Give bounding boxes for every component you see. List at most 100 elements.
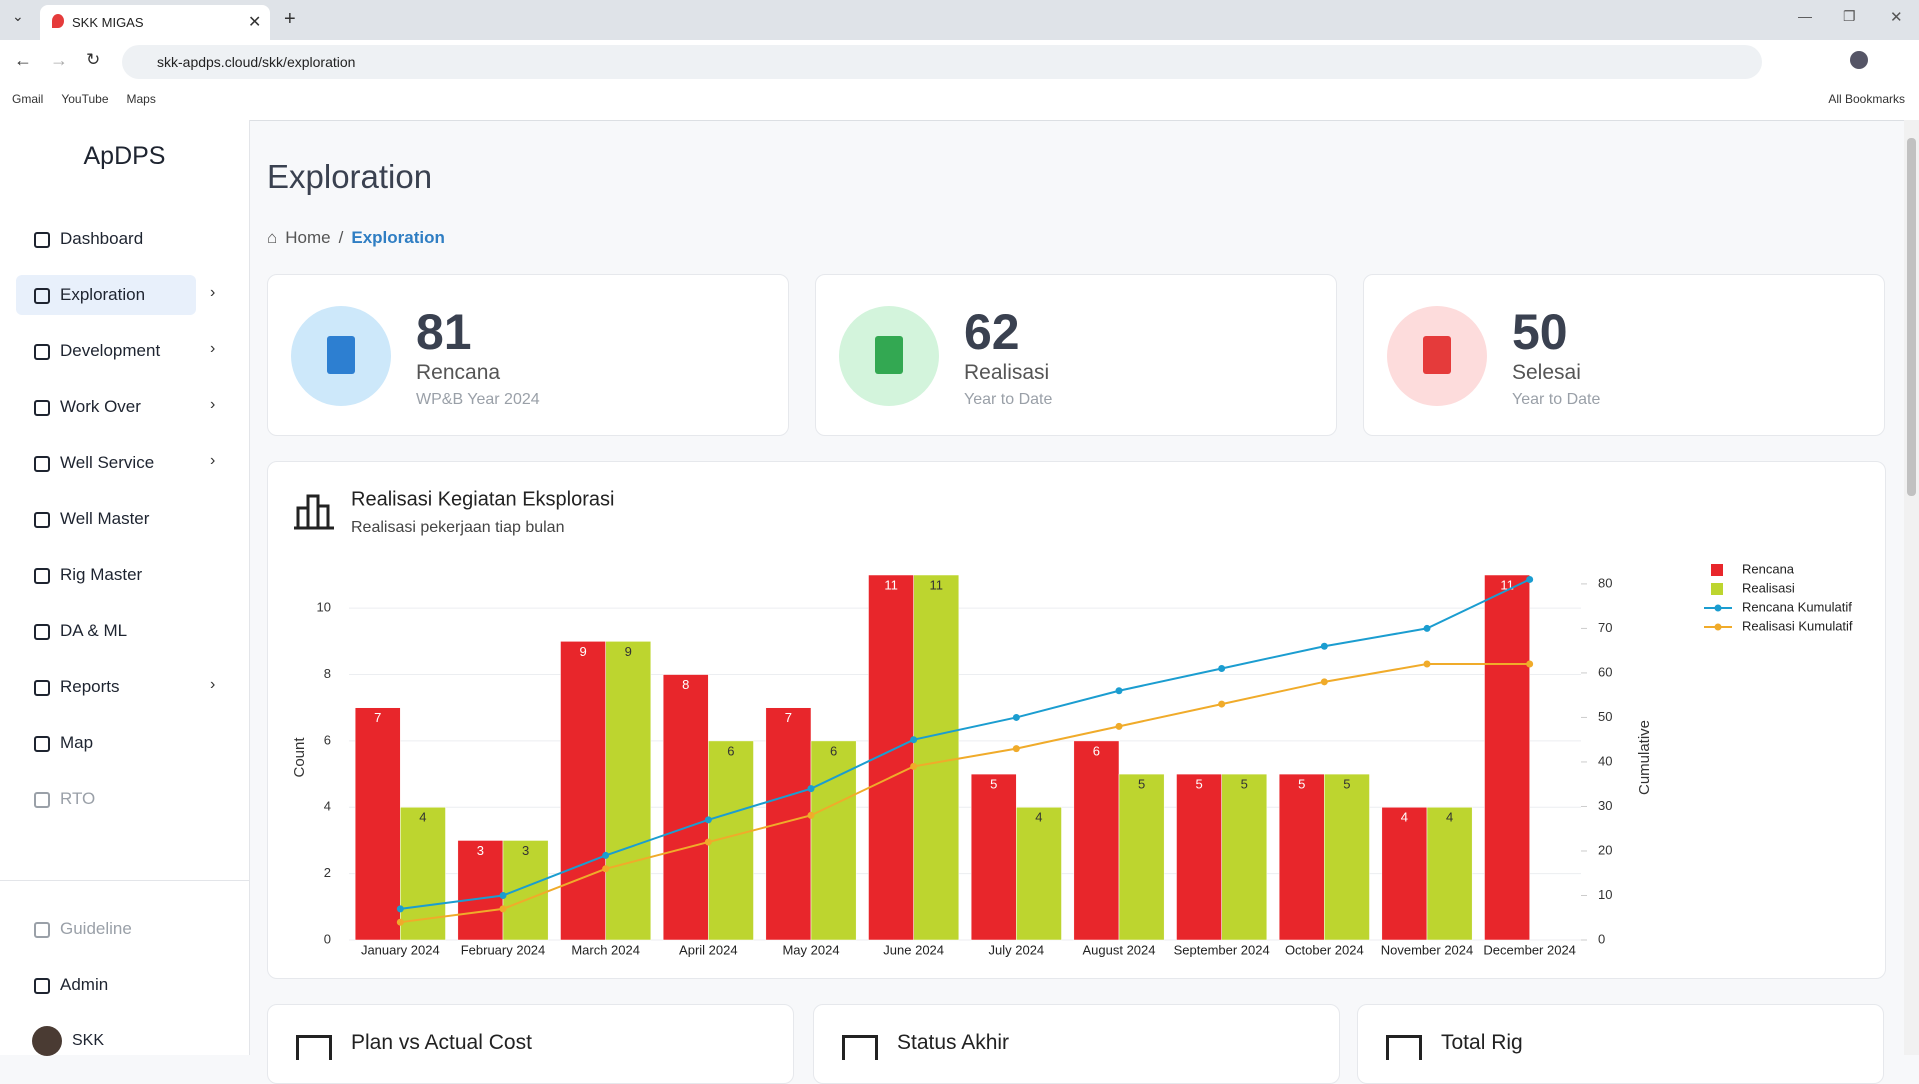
nav-item[interactable]: Work Over › <box>16 387 215 427</box>
tab-strip: SKK MIGAS ✕ + ⌄ — ❐ ✕ <box>0 0 1919 40</box>
line-point <box>1320 642 1328 650</box>
panel-icon <box>1386 1035 1422 1060</box>
nav-item[interactable]: Exploration › <box>16 275 215 315</box>
legend-item[interactable]: Realisasi <box>1711 580 1795 595</box>
nav-item[interactable]: Reports › <box>16 667 215 707</box>
nav-item[interactable]: DA & ML <box>16 611 196 651</box>
bookmark[interactable]: Maps <box>126 92 156 106</box>
nav-label: Well Service <box>60 453 155 472</box>
nav-label: RTO <box>60 789 96 808</box>
chart-card: Realisasi Kegiatan Eksplorasi Realisasi … <box>267 461 1886 979</box>
legend-dot <box>1714 623 1722 631</box>
nav-icon <box>34 922 50 938</box>
nav-item[interactable]: Well Service › <box>16 443 215 483</box>
line-point <box>602 851 610 859</box>
breadcrumb-sep: / <box>338 228 344 247</box>
scroll-thumb[interactable] <box>1907 138 1916 496</box>
line-series <box>400 578 1531 910</box>
bar-value-label: 5 <box>990 777 997 792</box>
nav-item[interactable]: Dashboard <box>16 219 196 259</box>
tab-close[interactable]: ✕ <box>248 14 262 31</box>
chevron: › <box>210 452 216 469</box>
nav-label: Exploration <box>60 285 146 304</box>
nav-item[interactable]: RTO <box>16 779 196 819</box>
x-tick-label: November 2024 <box>1381 942 1474 957</box>
legend-item[interactable]: Rencana <box>1711 561 1795 576</box>
x-tick-label: May 2024 <box>782 942 839 957</box>
bar <box>560 641 606 941</box>
doc-icon <box>875 336 903 374</box>
bookmark[interactable]: YouTube <box>61 92 109 106</box>
panel-card: Status Akhir <box>813 1004 1340 1084</box>
favicon <box>52 14 64 28</box>
tab-menu[interactable]: ⌄ <box>12 8 24 24</box>
nav-item[interactable]: Guideline <box>16 909 196 949</box>
line-point <box>1012 745 1020 753</box>
bar-value-label: 4 <box>419 810 426 825</box>
stat-sublabel: WP&B Year 2024 <box>416 391 540 408</box>
legend-item[interactable]: Realisasi Kumulatif <box>1704 618 1853 633</box>
legend-item[interactable]: Rencana Kumulatif <box>1704 599 1852 614</box>
profile[interactable] <box>1850 51 1868 69</box>
stat-sublabel: Year to Date <box>1512 391 1601 408</box>
close-window[interactable]: ✕ <box>1890 9 1903 26</box>
bar <box>1118 773 1165 941</box>
avatar <box>32 1026 62 1056</box>
back[interactable]: ← <box>14 50 32 70</box>
stat-icon <box>1387 306 1487 406</box>
new-tab[interactable]: + <box>284 8 296 30</box>
stat-label: Selesai <box>1512 361 1581 384</box>
reload[interactable]: ↻ <box>86 50 101 69</box>
nav-item[interactable]: Well Master <box>16 499 196 539</box>
sidebar: ApDPS Dashboard Exploration › Development › W… <box>0 120 250 1056</box>
nav-item[interactable]: Map <box>16 723 196 763</box>
bar <box>662 674 709 941</box>
breadcrumb: ⌂ Home / Exploration <box>267 228 445 248</box>
address-bar[interactable]: skk-apdps.cloud/skk/exploration <box>122 45 1762 79</box>
y-tick-label: 6 <box>324 732 331 747</box>
line-point <box>602 865 610 873</box>
bar-value-label: 3 <box>477 843 484 858</box>
breadcrumb-home[interactable]: Home <box>285 228 331 247</box>
line-point <box>396 918 404 926</box>
line-point <box>910 762 918 770</box>
bookmark[interactable]: Gmail <box>12 92 44 106</box>
brand: ApDPS <box>83 142 166 170</box>
nav-label: Map <box>60 733 94 752</box>
divider <box>0 880 249 881</box>
tab[interactable]: SKK MIGAS ✕ <box>40 5 270 40</box>
line-point <box>1012 713 1020 721</box>
bar-value-label: 7 <box>374 710 381 725</box>
line-point <box>1423 660 1431 668</box>
nav-item[interactable]: Rig Master <box>16 555 196 595</box>
bar-value-label: 11 <box>930 577 944 592</box>
y-tick-label: 2 <box>324 865 331 880</box>
line-point <box>396 905 404 913</box>
all-bookmarks[interactable]: All Bookmarks <box>1828 92 1905 106</box>
forward[interactable]: → <box>50 50 68 70</box>
bar-value-label: 7 <box>785 710 792 725</box>
line-point <box>499 891 507 899</box>
bookmarks-bar: Gmail YouTube Maps All Bookmarks <box>0 88 1919 116</box>
nav-item[interactable]: Admin <box>16 965 196 1005</box>
nav-label: Well Master <box>60 509 150 528</box>
line-point <box>807 811 815 819</box>
line-series <box>400 663 1530 924</box>
stat-icon <box>291 306 391 406</box>
stat-card: 50 Selesai Year to Date <box>1363 274 1885 436</box>
restore[interactable]: ❐ <box>1843 8 1856 24</box>
nav-item[interactable]: Development › <box>16 331 215 371</box>
user-name: SKK <box>72 1032 105 1049</box>
stat-value: 81 <box>416 304 472 360</box>
panel-card: Plan vs Actual Cost <box>267 1004 794 1084</box>
bar-value-label: 9 <box>579 644 586 659</box>
minimize[interactable]: — <box>1798 8 1812 24</box>
y2-tick-label: 80 <box>1598 575 1612 590</box>
legend-label: Rencana <box>1742 561 1795 576</box>
chevron: › <box>210 284 216 301</box>
panel-card: Total Rig <box>1357 1004 1884 1084</box>
y2-tick-label: 30 <box>1598 798 1612 813</box>
panel-title: Status Akhir <box>897 1031 1010 1054</box>
bar <box>1278 773 1325 941</box>
line-point <box>807 785 815 793</box>
